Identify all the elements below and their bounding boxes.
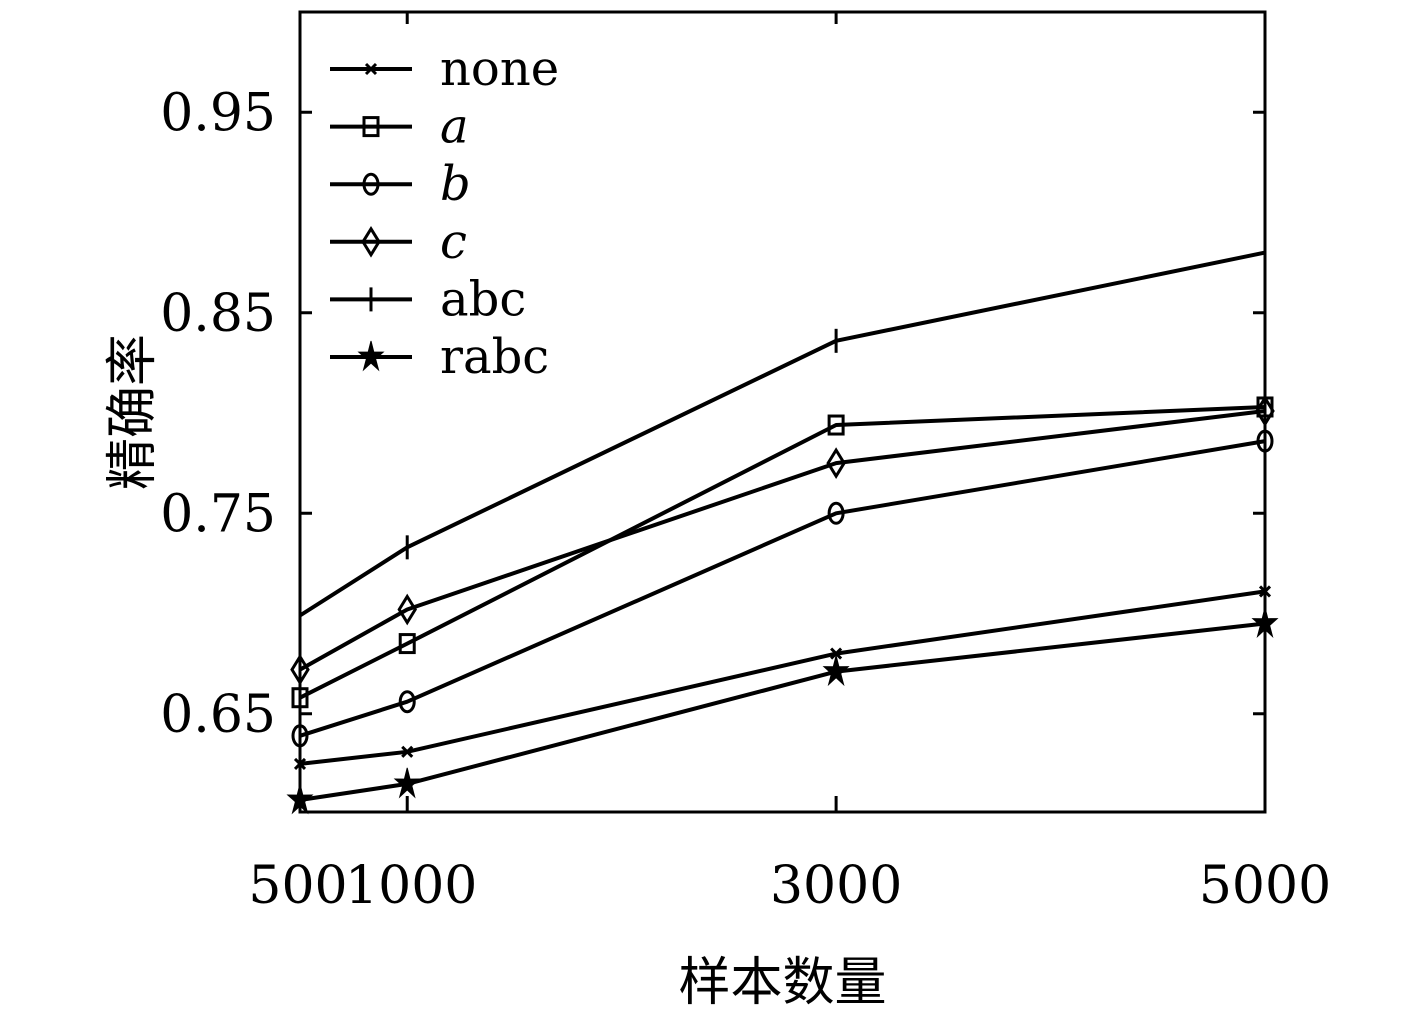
- series-c: [290, 395, 1275, 686]
- star-marker: [1251, 607, 1279, 639]
- data-point-rabc: [1251, 607, 1279, 639]
- x-tick-label: 1000: [345, 856, 477, 916]
- star-marker: [393, 767, 421, 799]
- legend-label: c: [440, 214, 467, 270]
- series-rabc: [286, 607, 1279, 815]
- legend-entry-none: none: [330, 41, 559, 97]
- legend-label: rabc: [440, 329, 549, 385]
- series-line-abc: [298, 250, 1266, 618]
- circle-marker: [362, 172, 380, 196]
- data-point-c: [290, 653, 310, 686]
- x-tick-label: 5000: [1199, 856, 1331, 916]
- legend-entry-b: b: [330, 156, 471, 212]
- diamond-marker: [361, 225, 381, 258]
- square-marker: [398, 633, 416, 655]
- data-point-rabc: [822, 655, 850, 687]
- x-marker: [293, 757, 307, 770]
- legend-entry-a: a: [330, 99, 469, 155]
- diamond-marker: [290, 653, 310, 686]
- series-b: [291, 429, 1274, 748]
- y-tick-label: 0.75: [160, 484, 276, 544]
- star-marker: [822, 655, 850, 687]
- y-axis-title: 精确率: [103, 334, 163, 490]
- data-point-rabc: [286, 783, 314, 815]
- data-point-none: [401, 745, 414, 758]
- circle-marker: [1256, 429, 1274, 453]
- diamond-marker: [397, 593, 417, 626]
- data-point-c: [397, 593, 417, 626]
- data-point-rabc: [393, 767, 421, 799]
- data-point-a: [291, 687, 309, 709]
- legend-label: none: [440, 41, 559, 97]
- circle-marker: [827, 501, 845, 525]
- data-point-a: [398, 633, 416, 655]
- circle-marker: [291, 724, 309, 748]
- square-marker: [827, 414, 845, 436]
- diamond-marker: [826, 447, 846, 479]
- y-tick-label: 0.65: [160, 685, 276, 745]
- data-point-a: [827, 414, 845, 436]
- series-line-c: [299, 409, 1266, 672]
- legend-label: a: [440, 99, 469, 155]
- data-point-b: [1256, 429, 1274, 453]
- series-group: [286, 240, 1279, 815]
- series-line-none: [299, 589, 1266, 766]
- data-point-c: [1255, 395, 1275, 427]
- series-line-rabc: [299, 621, 1266, 802]
- circle-marker: [398, 690, 416, 714]
- legend-label: abc: [440, 271, 526, 327]
- x-tick-label: 500: [248, 856, 347, 916]
- square-marker: [362, 116, 380, 138]
- x-marker: [1258, 585, 1272, 598]
- legend-label: b: [440, 156, 471, 212]
- x-marker: [401, 745, 414, 758]
- y-tick-label: 0.95: [160, 83, 276, 143]
- series-line-a: [299, 405, 1266, 700]
- series-abc: [298, 240, 1267, 628]
- series-none: [293, 585, 1272, 770]
- diamond-marker: [1255, 395, 1275, 427]
- series-line-b: [299, 439, 1266, 738]
- data-point-b: [291, 724, 309, 748]
- data-point-c: [826, 447, 846, 479]
- x-marker: [364, 62, 378, 76]
- legend-entry-c: c: [330, 214, 467, 270]
- data-point-none: [1258, 585, 1272, 598]
- star-marker: [357, 340, 385, 372]
- legend-entry-abc: abc: [330, 271, 526, 327]
- x-marker: [830, 647, 843, 660]
- x-axis-title: 样本数量: [678, 953, 886, 1013]
- y-tick-label: 0.85: [160, 284, 276, 344]
- series-a: [291, 396, 1274, 709]
- legend-entry-rabc: rabc: [330, 329, 549, 385]
- star-marker: [286, 783, 314, 815]
- data-point-none: [830, 647, 843, 660]
- x-tick-label: 3000: [770, 856, 902, 916]
- data-point-none: [293, 757, 307, 770]
- square-marker: [291, 687, 309, 709]
- data-point-b: [398, 690, 416, 714]
- data-point-b: [827, 501, 845, 525]
